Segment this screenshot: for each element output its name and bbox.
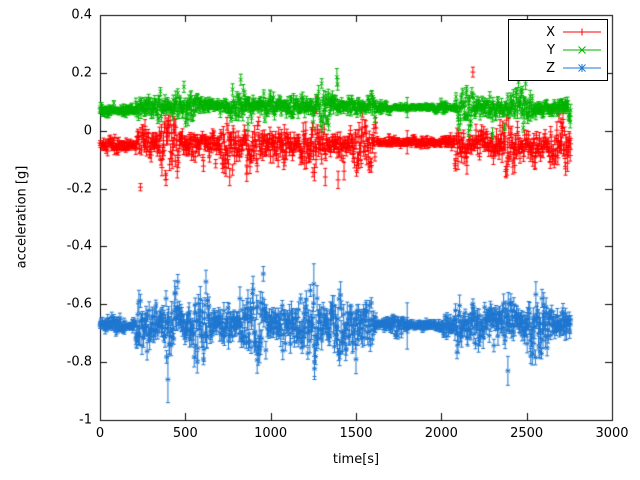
legend-entry: Y [514, 41, 602, 59]
legend-sample-plus-icon [563, 28, 601, 36]
x-tick-label: 0 [95, 426, 105, 441]
y-tick-label: -0.8 [66, 354, 92, 370]
legend-sample-star-icon [563, 64, 601, 72]
y-tick-label: 0 [83, 123, 92, 139]
x-tick-label: 1500 [339, 426, 373, 441]
x-tick-label: 2000 [424, 426, 458, 441]
y-axis-label: acceleration [g] [14, 165, 30, 269]
x-tick-label: 1000 [254, 426, 288, 441]
y-tick-label: -0.2 [66, 181, 92, 197]
y-tick-label: 0.4 [71, 7, 92, 23]
legend-label: X [546, 24, 555, 40]
x-axis-label: time[s] [332, 452, 380, 467]
y-tick-label: -1 [79, 412, 92, 428]
y-tick-label: -0.6 [66, 296, 92, 312]
legend-label: Z [546, 60, 555, 76]
legend-sample-cross-icon [563, 46, 601, 54]
legend-entry: Z [514, 59, 602, 77]
legend-entry: X [514, 23, 602, 41]
legend-label: Y [547, 42, 555, 58]
x-tick-label: 2500 [510, 426, 544, 441]
y-tick-label: -0.4 [66, 238, 92, 254]
x-tick-label: 3000 [595, 426, 629, 441]
y-tick-label: 0.2 [71, 65, 92, 81]
x-tick-label: 500 [172, 426, 198, 441]
